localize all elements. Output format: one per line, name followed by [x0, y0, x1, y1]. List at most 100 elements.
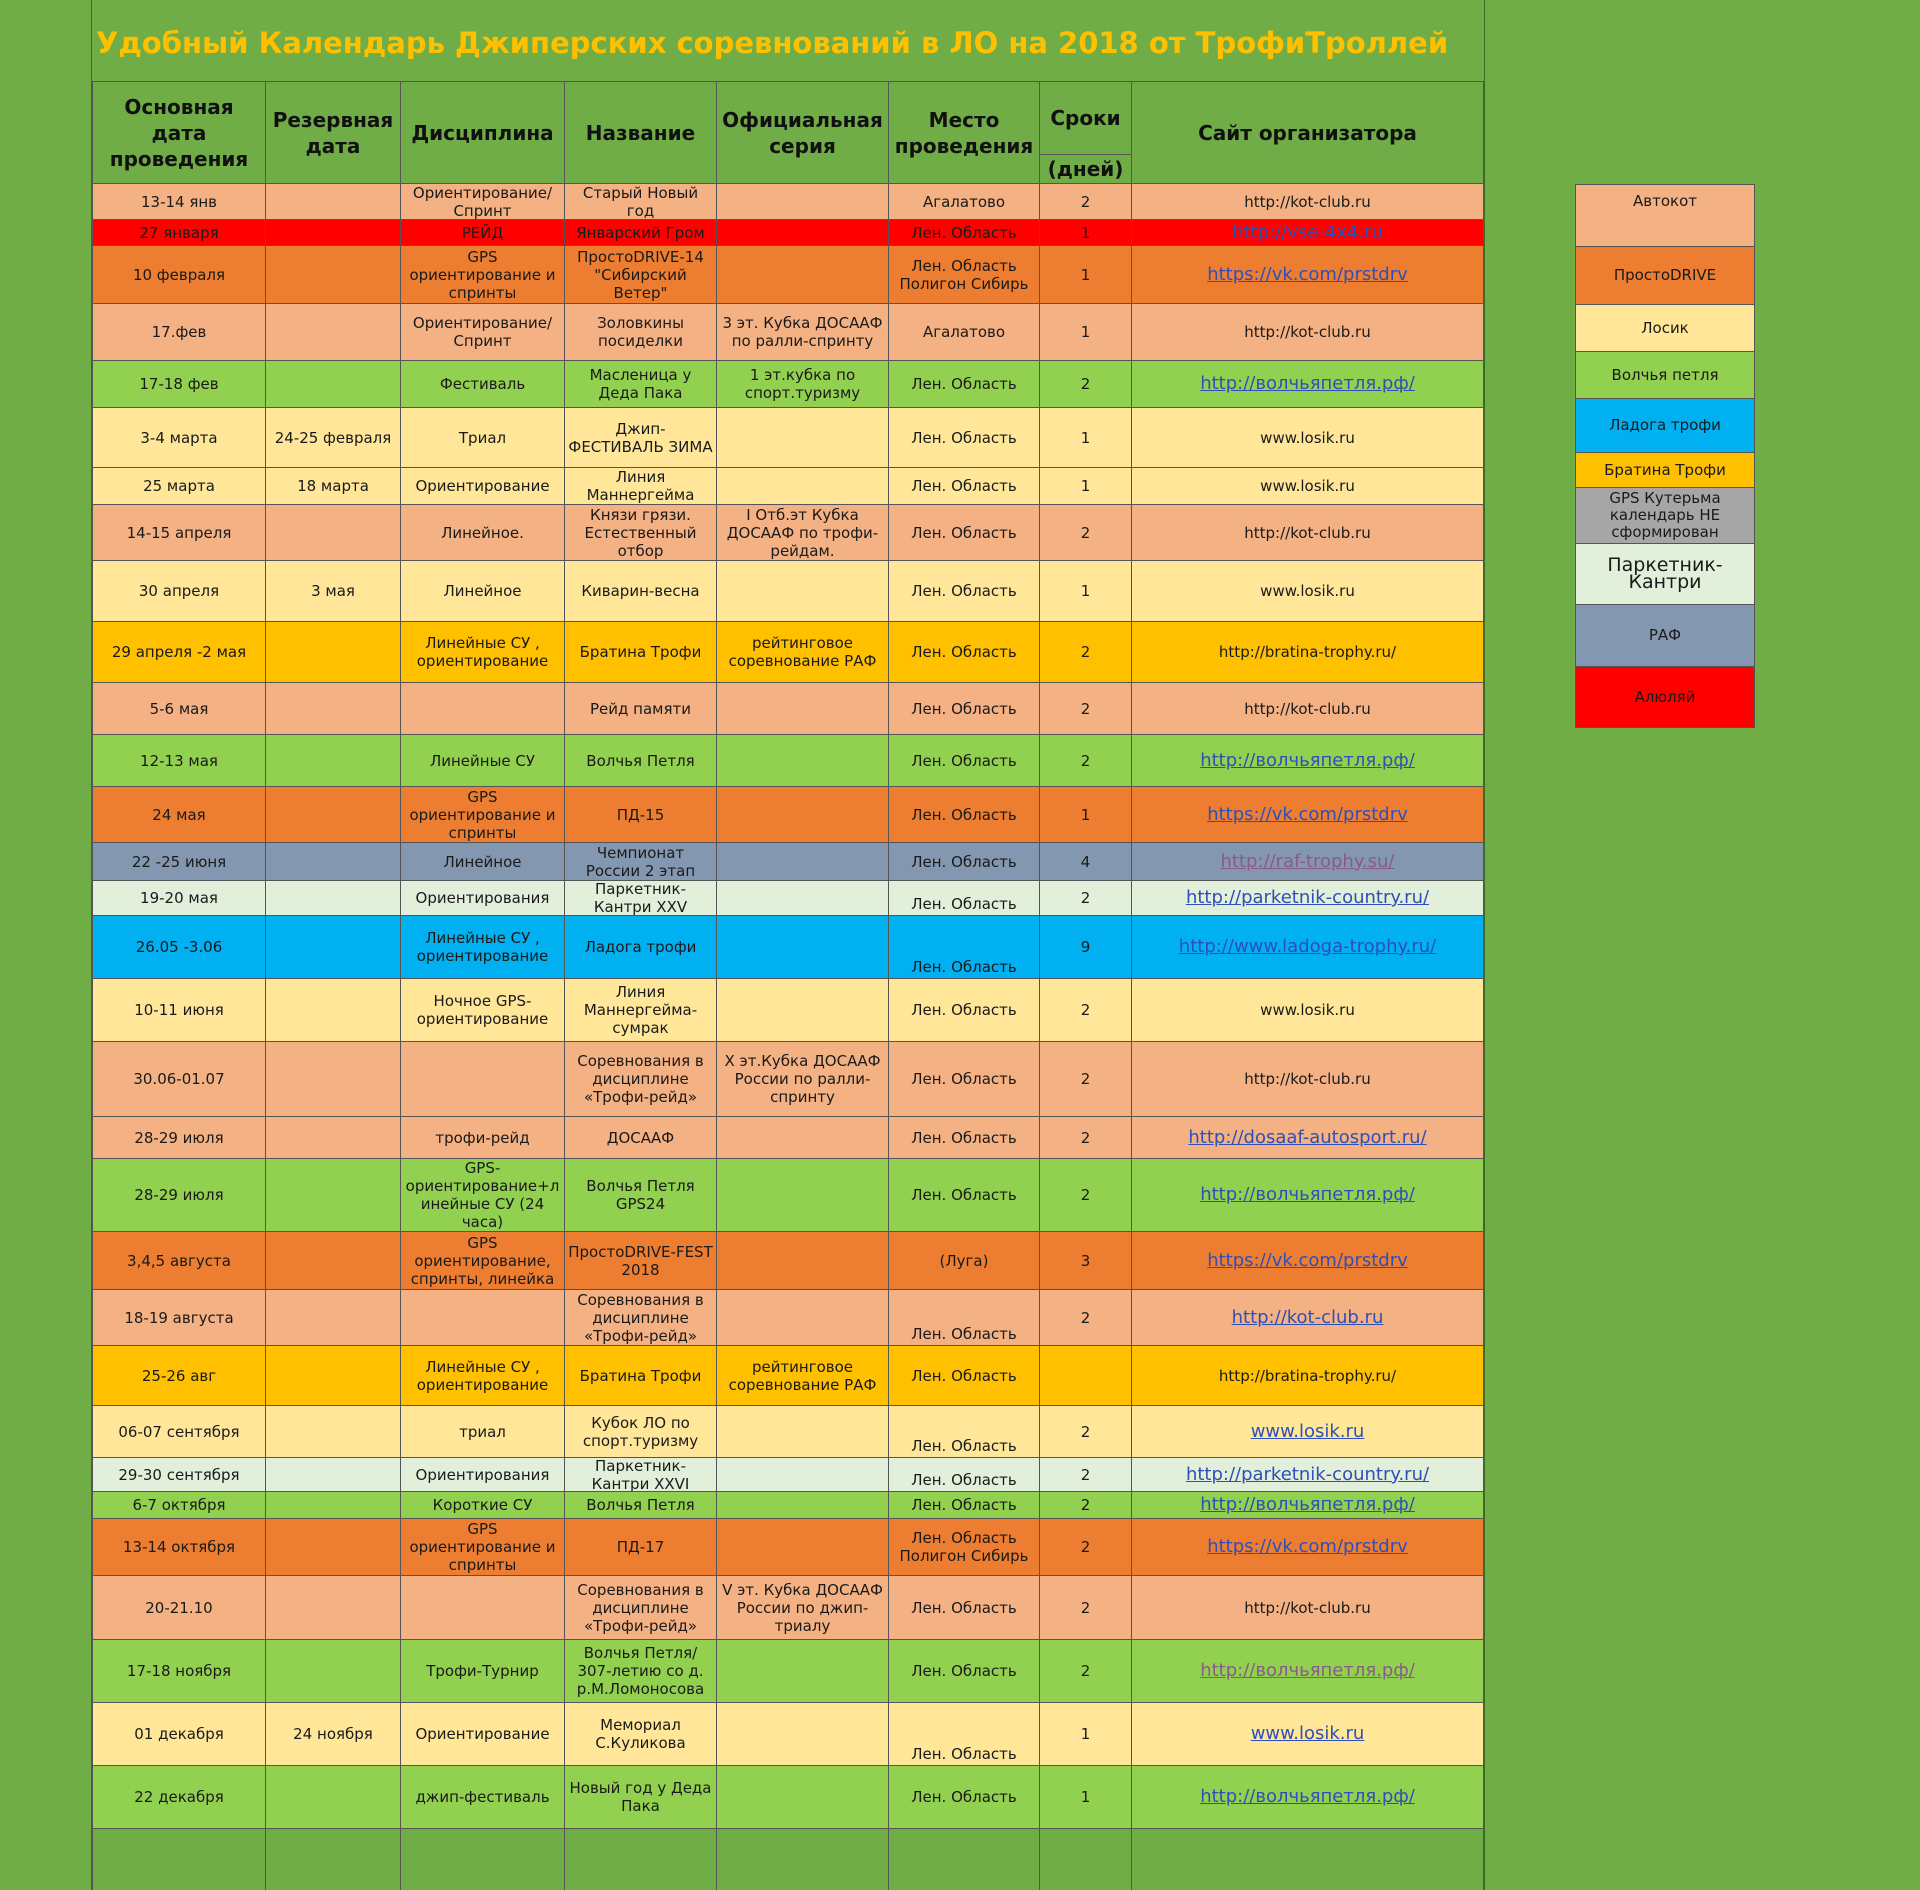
cell-site[interactable]: http://parketnik-country.ru/ — [1132, 881, 1484, 916]
cell-site[interactable]: http://волчьяпетля.рф/ — [1132, 1766, 1484, 1829]
cell-place: Лен. Область — [889, 843, 1040, 881]
cell-series: X эт.Кубка ДОСААФ России по ралли-спринт… — [717, 1042, 889, 1117]
legend-item-alyulyai: Алюляй — [1575, 667, 1755, 728]
cell-discipline: Линейные СУ , ориентирование — [401, 916, 565, 979]
cell-name: Соревнования в дисциплине «Трофи-рейд» — [565, 1576, 717, 1640]
cell-reserve: 18 марта — [266, 468, 401, 505]
cell-date: 26.05 -3.06 — [92, 916, 266, 979]
cell-name: ДОСААФ — [565, 1117, 717, 1159]
cell-discipline: Фестиваль — [401, 361, 565, 408]
cell-discipline — [401, 1576, 565, 1640]
cell-site[interactable]: http://волчьяпетля.рф/ — [1132, 361, 1484, 408]
cell-site[interactable]: www.losik.ru — [1132, 1406, 1484, 1458]
cell-reserve: 3 мая — [266, 561, 401, 622]
cell-series — [717, 881, 889, 916]
cell-reserve — [266, 505, 401, 561]
cell-series: I Отб.эт Кубка ДОСААФ по трофи-рейдам. — [717, 505, 889, 561]
cell-discipline: Ориентирование/Спринт — [401, 184, 565, 220]
cell-site[interactable]: https://vk.com/prstdrv — [1132, 246, 1484, 304]
cell-name: Князи грязи. Естественный отбор — [565, 505, 717, 561]
cell-site[interactable]: http://волчьяпетля.рф/ — [1132, 1640, 1484, 1703]
cell-reserve — [266, 683, 401, 735]
cell-days: 1 — [1040, 1766, 1132, 1829]
legend-item-gps: GPS Кутерьма календарь НЕ сформирован — [1575, 488, 1755, 544]
cell-site[interactable]: http://www.ladoga-trophy.ru/ — [1132, 916, 1484, 979]
cell-site[interactable]: http://kot-club.ru — [1132, 1290, 1484, 1346]
cell-days: 1 — [1040, 304, 1132, 361]
cell-place: Лен. Область — [889, 468, 1040, 505]
cell-place: Лен. Область — [889, 916, 1040, 979]
cell-days — [1040, 1346, 1132, 1406]
cell-discipline: Ориентирование/Спринт — [401, 304, 565, 361]
cell-series: V эт. Кубка ДОСААФ России по джип-триалу — [717, 1576, 889, 1640]
cell-site[interactable]: http://волчьяпетля.рф/ — [1132, 1159, 1484, 1232]
cell-place: Лен. Область — [889, 505, 1040, 561]
cell-reserve — [266, 361, 401, 408]
cell-series — [717, 843, 889, 881]
cell-site[interactable]: www.losik.ru — [1132, 1703, 1484, 1766]
cell-site[interactable]: https://vk.com/prstdrv — [1132, 787, 1484, 843]
cell-date: 30 апреля — [92, 561, 266, 622]
cell-days: 2 — [1040, 1492, 1132, 1519]
cell-discipline: Трофи-Турнир — [401, 1640, 565, 1703]
cell-reserve — [266, 1640, 401, 1703]
cell-series — [717, 468, 889, 505]
cell-days: 2 — [1040, 361, 1132, 408]
cell-site: www.losik.ru — [1132, 408, 1484, 468]
cell-place: Лен. Область — [889, 1117, 1040, 1159]
cell-site: http://kot-club.ru — [1132, 1576, 1484, 1640]
cell-name: Джип-ФЕСТИВАЛЬ ЗИМА — [565, 408, 717, 468]
cell-name: Рейд памяти — [565, 683, 717, 735]
cell-site: www.losik.ru — [1132, 979, 1484, 1042]
cell-date: 22 декабря — [92, 1766, 266, 1829]
cell-place: Лен. Область — [889, 408, 1040, 468]
cell-name: Волчья Петля GPS24 — [565, 1159, 717, 1232]
cell-name: Линия Маннергейма-сумрак — [565, 979, 717, 1042]
cell-place: Агалатово — [889, 304, 1040, 361]
cell-reserve — [266, 1346, 401, 1406]
cell-discipline: РЕЙД — [401, 220, 565, 246]
cell-site[interactable]: http://волчьяпетля.рф/ — [1132, 1492, 1484, 1519]
cell-series — [717, 735, 889, 787]
cell-series — [717, 916, 889, 979]
cell-date: 25-26 авг — [92, 1346, 266, 1406]
cell-site[interactable]: http://dosaaf-autosport.ru/ — [1132, 1117, 1484, 1159]
cell-series — [717, 1703, 889, 1766]
legend-item-losik: Лосик — [1575, 305, 1755, 352]
cell-series: 1 эт.кубка по спорт.туризму — [717, 361, 889, 408]
cell-series — [717, 1492, 889, 1519]
cell-place: Лен. Область Полигон Сибирь — [889, 1519, 1040, 1576]
cell-name: Паркетник-Кантри XXV — [565, 881, 717, 916]
header-discipline: Дисциплина — [401, 81, 565, 184]
cell-site[interactable]: http://parketnik-country.ru/ — [1132, 1458, 1484, 1492]
cell-days: 3 — [1040, 1232, 1132, 1290]
cell-reserve — [266, 304, 401, 361]
cell-name: Волчья Петля — [565, 735, 717, 787]
cell-discipline: GPS-ориентирование+линейные СУ (24 часа) — [401, 1159, 565, 1232]
cell-series — [717, 246, 889, 304]
cell-site[interactable]: http://raf-trophy.su/ — [1132, 843, 1484, 881]
cell-site[interactable]: https://vk.com/prstdrv — [1132, 1519, 1484, 1576]
cell-reserve — [266, 1406, 401, 1458]
cell-reserve — [266, 184, 401, 220]
empty-cell — [266, 1829, 401, 1890]
cell-site[interactable]: https://vk.com/prstdrv — [1132, 1232, 1484, 1290]
cell-name: Ладога трофи — [565, 916, 717, 979]
cell-place: Лен. Область — [889, 622, 1040, 683]
cell-reserve — [266, 979, 401, 1042]
cell-days: 1 — [1040, 1703, 1132, 1766]
cell-discipline — [401, 683, 565, 735]
empty-cell — [717, 1829, 889, 1890]
cell-name: Волчья Петля — [565, 1492, 717, 1519]
cell-series: рейтинговое соревнование РАФ — [717, 1346, 889, 1406]
cell-discipline: GPS ориентирование и спринты — [401, 246, 565, 304]
cell-site[interactable]: http://волчьяпетля.рф/ — [1132, 735, 1484, 787]
cell-site[interactable]: http://vse-4x4.ru — [1132, 220, 1484, 246]
cell-date: 30.06-01.07 — [92, 1042, 266, 1117]
cell-discipline: GPS ориентирование, спринты, линейка — [401, 1232, 565, 1290]
cell-name: Чемпионат России 2 этап — [565, 843, 717, 881]
header-place: Место проведения — [889, 81, 1040, 184]
cell-days: 4 — [1040, 843, 1132, 881]
cell-reserve — [266, 1232, 401, 1290]
cell-name: ПростоDRIVE-FEST 2018 — [565, 1232, 717, 1290]
